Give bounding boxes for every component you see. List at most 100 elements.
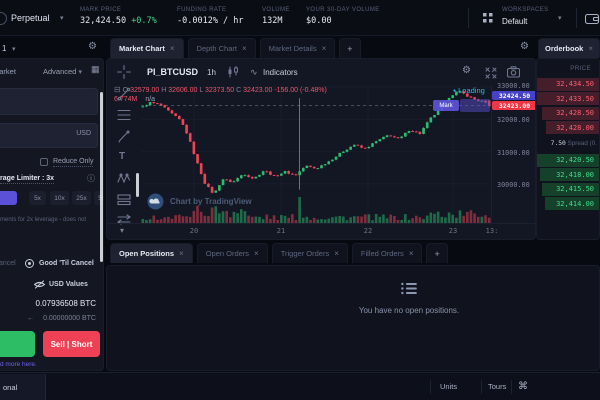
price-tick: 30000.00 [497, 181, 530, 189]
brush-tool-icon[interactable] [117, 130, 131, 144]
command-icon[interactable]: ⌘ [518, 381, 528, 392]
pair-selector[interactable]: Perpetual [11, 13, 50, 23]
position-tool-icon[interactable] [117, 193, 131, 207]
mark-price-stat: MARK PRICE 32,424.50 +0.7% [80, 7, 157, 26]
left-arrow-icon: ← [27, 315, 34, 322]
close-icon[interactable]: × [169, 44, 175, 53]
leverage-option-10x[interactable]: 10x [50, 191, 69, 205]
tours-button[interactable]: Tours [488, 382, 507, 391]
wallet-icon[interactable] [585, 13, 600, 25]
chevron-down-icon[interactable]: ▾ [12, 46, 16, 53]
fib-retracement-tool-icon[interactable] [117, 108, 131, 122]
toolbar-scrollbar[interactable] [136, 173, 139, 197]
order-entry-scrollbar[interactable] [100, 92, 103, 262]
usd-values-label[interactable]: USD Values [49, 281, 88, 288]
candlestick-plot[interactable] [141, 85, 491, 223]
legend-close: 32423.00 [243, 87, 273, 94]
calculator-icon[interactable]: ▦ [91, 64, 100, 74]
mark-price-change: +0.7% [131, 16, 157, 26]
fullscreen-icon[interactable] [485, 67, 497, 79]
amount-input[interactable]: USD [0, 123, 98, 148]
legend-change: -156.00 (-0.48%) [274, 87, 327, 94]
spread-label: Spread [567, 140, 588, 147]
toolbar-chevron-down-icon[interactable]: ▾ [120, 226, 125, 235]
close-icon[interactable]: × [408, 249, 414, 258]
tab-orderbook[interactable]: Orderbook × [538, 38, 600, 58]
tif-radio-selected[interactable] [25, 259, 34, 268]
bid-row[interactable]: 32,420.50 [537, 153, 599, 167]
close-icon[interactable]: × [241, 44, 247, 53]
tab-open-orders[interactable]: Open Orders × [196, 243, 268, 263]
mark-price-box [460, 99, 490, 112]
ask-row[interactable]: 32,434.50 [537, 77, 599, 91]
learn-more-link[interactable]: d more here. [0, 361, 37, 368]
tif-option-ioc[interactable]: ancel [0, 260, 16, 267]
bottom-bar: onal Units Tours ⌘ [0, 372, 600, 400]
mark-price-badge: 32424.50 [492, 91, 535, 100]
close-icon[interactable]: × [254, 249, 259, 258]
close-icon[interactable]: × [321, 44, 327, 53]
crosshair-icon[interactable] [117, 65, 131, 79]
eye-slash-icon[interactable] [34, 280, 45, 289]
tab-open-positions[interactable]: Open Positions × [110, 243, 193, 263]
chart-tabstrip: Market Chart × Depth Chart × Market Detail… [110, 38, 361, 58]
divider [511, 380, 512, 394]
volume-value: 132M [262, 16, 283, 26]
ask-row[interactable]: 32,428.00 [537, 121, 599, 135]
legend-collapse-icon[interactable]: ⊟ [114, 85, 121, 94]
close-icon[interactable]: × [179, 249, 184, 258]
trendline-tool-icon[interactable] [117, 87, 131, 101]
units-button[interactable]: Units [440, 382, 458, 391]
camera-icon[interactable] [507, 66, 520, 78]
size-input[interactable] [0, 88, 98, 115]
order-entry-strip-tab[interactable]: 1 [2, 44, 7, 53]
tab-market-chart[interactable]: Market Chart × [110, 38, 184, 58]
chevron-down-icon[interactable]: ▾ [60, 15, 64, 22]
gear-icon[interactable]: ⚙ [520, 41, 529, 52]
tab-filled-orders[interactable]: Filled Orders × [351, 243, 423, 263]
bid-row[interactable]: 32,415.50 [537, 182, 599, 196]
indicators-button[interactable]: Indicators [263, 68, 298, 77]
sell-short-button[interactable]: Sell | Short [43, 331, 100, 357]
reduce-only-label[interactable]: Reduce Only [53, 158, 94, 167]
tab-advanced[interactable]: Advanced ▾ [43, 67, 82, 76]
leverage-option-selected[interactable] [0, 191, 17, 205]
bid-row[interactable]: 32,418.00 [537, 168, 599, 182]
info-icon[interactable]: ⓘ [87, 174, 95, 183]
time-tick: 22 [363, 227, 373, 235]
bottom-left-tab[interactable]: onal [0, 374, 46, 400]
measure-tool-icon[interactable] [117, 213, 131, 227]
depth-bar [539, 168, 599, 181]
add-tab-button[interactable]: + [426, 243, 448, 263]
chevron-down-icon[interactable]: ▾ [558, 15, 562, 22]
tab-market[interactable]: Market [0, 67, 16, 76]
candle-style-icon[interactable] [227, 66, 239, 78]
bid-row[interactable]: 32,414.00 [537, 197, 599, 211]
close-icon[interactable]: × [334, 249, 339, 258]
legend-na: n/a [145, 96, 156, 103]
pattern-tool-icon[interactable] [117, 172, 131, 186]
leverage-option-5x[interactable]: 5x [29, 191, 46, 205]
reduce-only-checkbox[interactable] [40, 158, 48, 166]
add-tab-button[interactable]: + [339, 38, 361, 58]
ask-row[interactable]: 32,428.50 [537, 106, 599, 120]
workspace-grid-icon[interactable] [483, 13, 493, 23]
text-tool-icon[interactable]: T [119, 151, 126, 162]
chart-symbol[interactable]: PI_BTCUSD [147, 67, 199, 77]
chart-interval[interactable]: 1h [207, 68, 216, 77]
tab-depth-chart[interactable]: Depth Chart × [187, 38, 256, 58]
funding-rate-stat: FUNDING RATE -0.0012% / hr [177, 7, 244, 26]
empty-message: You have no open positions. [358, 306, 460, 315]
tif-option-gtc[interactable]: Good 'Til Cancel [39, 260, 94, 267]
tab-market-details[interactable]: Market Details × [259, 38, 336, 58]
tab-trigger-orders[interactable]: Trigger Orders × [271, 243, 348, 263]
chart-settings-gear-icon[interactable]: ⚙ [462, 65, 471, 76]
gear-icon[interactable]: ⚙ [88, 41, 97, 52]
ask-row[interactable]: 32,433.50 [537, 92, 599, 106]
legend-volume: 6.774M [114, 96, 138, 103]
price-tick: 33000.00 [497, 82, 530, 90]
close-icon[interactable]: × [588, 44, 594, 53]
leverage-option-25x[interactable]: 25x [72, 191, 91, 205]
buy-long-button[interactable] [0, 331, 35, 357]
workspaces-value[interactable]: Default [502, 17, 528, 26]
